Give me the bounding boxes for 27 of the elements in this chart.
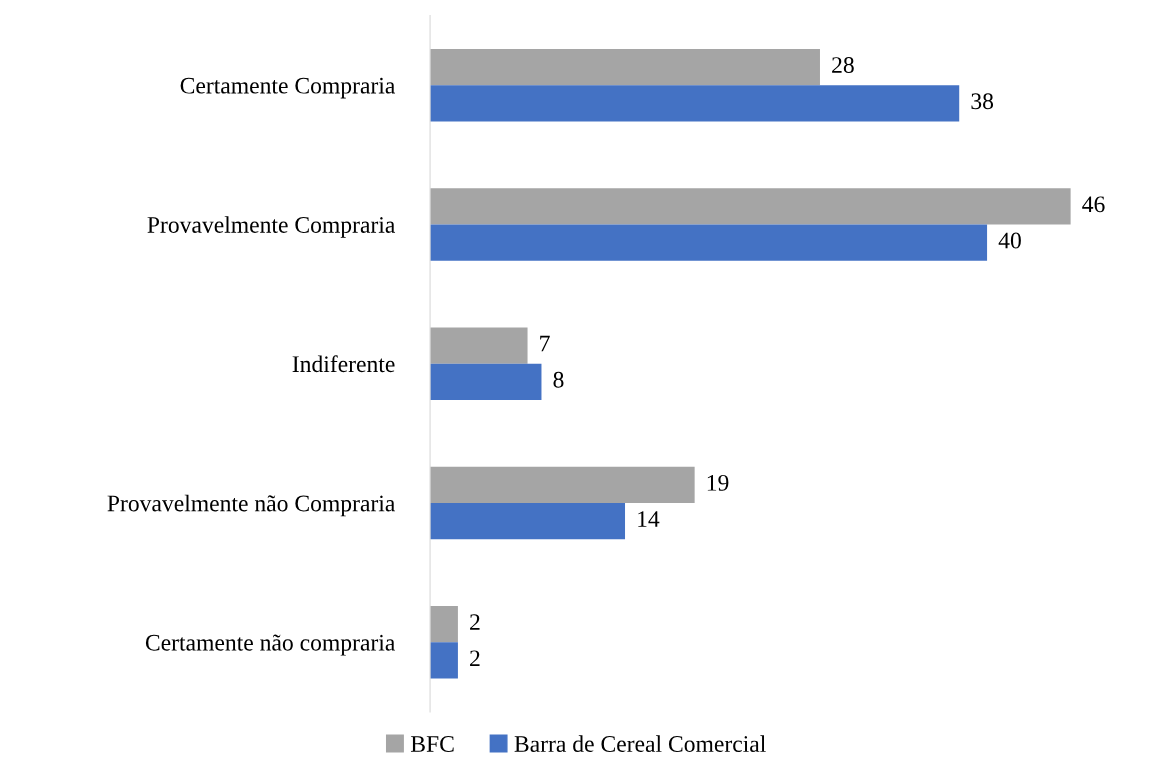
legend-label: Barra de Cereal Comercial <box>514 735 766 752</box>
bar <box>430 224 988 261</box>
bar <box>430 48 820 86</box>
bar <box>430 642 458 679</box>
legend-label: BFC <box>410 736 454 752</box>
y-tick-label: Certamente não compraria <box>145 634 396 656</box>
bar <box>430 188 1071 225</box>
bar <box>430 466 695 503</box>
bar <box>430 327 528 364</box>
bar <box>430 363 542 400</box>
data-label: 7 <box>540 335 550 352</box>
data-label: 2 <box>470 650 480 667</box>
y-tick-label: Certamente Compraria <box>180 77 396 99</box>
bar <box>430 502 626 540</box>
data-label: 40 <box>998 232 1021 249</box>
data-label: 2 <box>470 614 480 630</box>
data-label: 28 <box>832 57 854 73</box>
y-tick-label: Indiferente <box>292 355 395 373</box>
data-label: 8 <box>553 371 564 388</box>
bar <box>430 606 458 643</box>
data-label: 38 <box>971 93 994 110</box>
data-label: 46 <box>1082 196 1105 213</box>
y-tick-label: Provavelmente Compraria <box>147 216 396 238</box>
data-label: 19 <box>707 474 729 491</box>
y-tick-label: Provavelmente não Compraria <box>107 494 396 517</box>
bar <box>430 85 960 122</box>
data-label: 14 <box>638 511 660 527</box>
